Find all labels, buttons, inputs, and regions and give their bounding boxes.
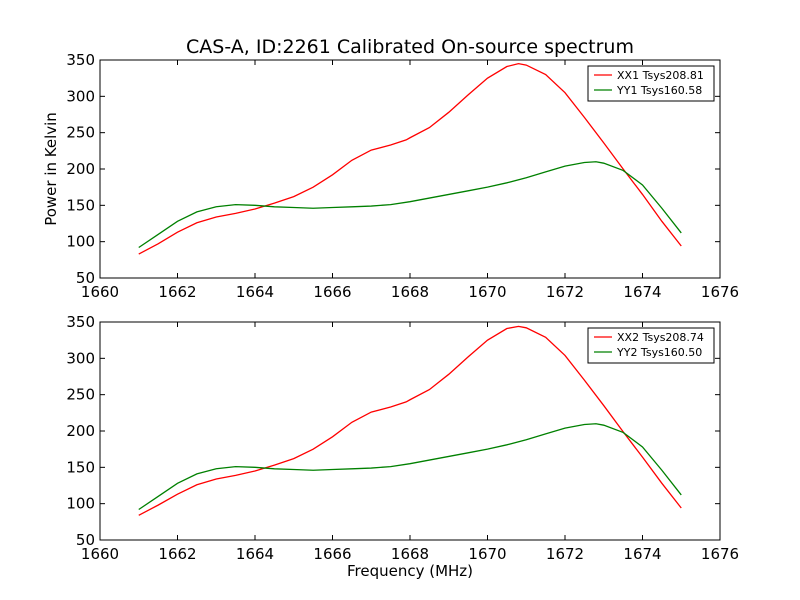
x-tick-label: 1670 xyxy=(468,545,506,563)
legend-entry: YY2 Tsys160.50 xyxy=(616,346,702,359)
x-tick-label: 1666 xyxy=(313,283,351,301)
chart-panel-1: 1660 1662 1664 1666 1668 1670 1672 1674 1676 50 10… xyxy=(66,51,739,301)
series-line-1 xyxy=(138,325,682,516)
y-tick-label: 150 xyxy=(66,196,95,214)
series-line-2 xyxy=(138,161,682,249)
y-tick-label: 200 xyxy=(66,422,95,440)
y-tick-label: 350 xyxy=(66,313,95,331)
legend-box xyxy=(587,65,715,102)
legend: XX2 Tsys208.74 YY2 Tsys160.50 xyxy=(587,327,715,364)
y-tick-label: 250 xyxy=(66,386,95,404)
y-tick-label: 50 xyxy=(76,269,95,287)
x-tick-label: 1668 xyxy=(391,283,429,301)
x-tick-label: 1662 xyxy=(158,545,196,563)
x-tick-label: 1664 xyxy=(236,283,274,301)
y-tick-label: 200 xyxy=(66,160,95,178)
legend-entry: YY1 Tsys160.58 xyxy=(616,84,702,97)
y-tick-label: 100 xyxy=(66,233,95,251)
y-tick-label: 100 xyxy=(66,495,95,513)
y-tick-label: 250 xyxy=(66,124,95,142)
y-tick-label: 300 xyxy=(66,349,95,367)
series-line-2 xyxy=(138,423,682,511)
legend-entry: XX2 Tsys208.74 xyxy=(617,331,704,344)
y-tick-label: 300 xyxy=(66,87,95,105)
chart-panel-2: 1660 1662 1664 1666 1668 1670 1672 1674 1676 50 10… xyxy=(66,313,739,563)
legend: XX1 Tsys208.81 YY1 Tsys160.58 xyxy=(587,65,715,102)
x-tick-label: 1672 xyxy=(546,283,584,301)
x-tick-label: 1662 xyxy=(158,283,196,301)
x-tick-label: 1672 xyxy=(546,545,584,563)
x-tick-label: 1660 xyxy=(81,283,119,301)
x-tick-label: 1664 xyxy=(236,545,274,563)
x-axis-label: Frequency (MHz) xyxy=(347,562,473,580)
y-axis-label: Power in Kelvin xyxy=(42,112,60,226)
x-tick-label: 1676 xyxy=(701,545,739,563)
chart-panels: 1660 1662 1664 1666 1668 1670 1672 1674 1676 50 10… xyxy=(66,51,739,563)
legend-box xyxy=(587,327,715,364)
x-tick-label: 1666 xyxy=(313,545,351,563)
y-tick-label: 50 xyxy=(76,531,95,549)
x-tick-label: 1670 xyxy=(468,283,506,301)
x-tick-label: 1676 xyxy=(701,283,739,301)
x-tick-label: 1674 xyxy=(623,283,661,301)
x-tick-label: 1660 xyxy=(81,545,119,563)
figure-title: CAS-A, ID:2261 Calibrated On-source spec… xyxy=(186,36,634,58)
x-tick-label: 1668 xyxy=(391,545,429,563)
series-line-1 xyxy=(138,62,682,255)
y-tick-label: 150 xyxy=(66,458,95,476)
x-tick-label: 1674 xyxy=(623,545,661,563)
legend-entry: XX1 Tsys208.81 xyxy=(617,69,704,82)
y-tick-label: 350 xyxy=(66,51,95,69)
